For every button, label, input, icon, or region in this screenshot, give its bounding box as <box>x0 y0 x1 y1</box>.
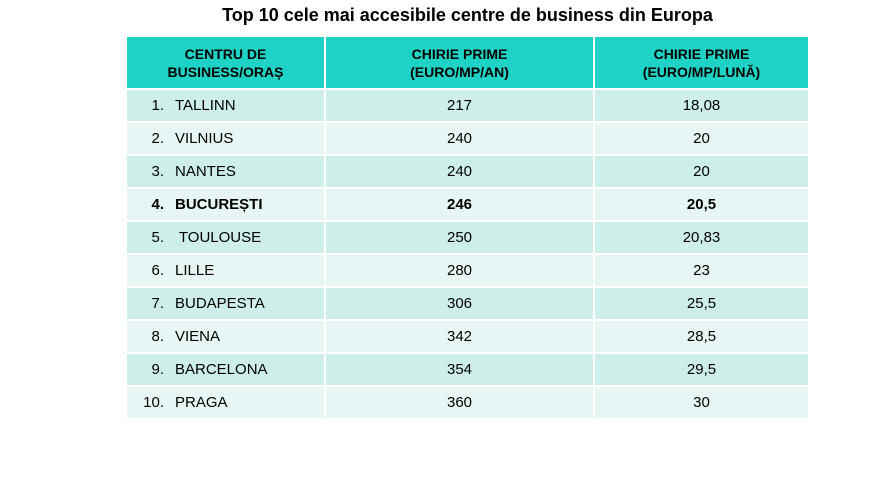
city-cell: 2. VILNIUS <box>125 121 326 156</box>
rank-number: 3. <box>151 163 164 180</box>
annual-rent-cell: 217 <box>324 88 595 123</box>
table-row: 6. LILLE 280 23 <box>125 253 810 288</box>
rank-number: 10. <box>143 394 164 411</box>
monthly-rent-cell: 20 <box>593 121 810 156</box>
header-monthly-rent: CHIRIE PRIME (EURO/MP/LUNĂ) <box>593 35 810 90</box>
annual-rent-cell: 250 <box>324 220 595 255</box>
city-name: PRAGA <box>175 394 228 411</box>
rank-number: 2. <box>151 130 164 147</box>
rank-number: 5. <box>151 229 164 246</box>
city-cell: 1. TALLINN <box>125 88 326 123</box>
table-row: 8. VIENA 342 28,5 <box>125 319 810 354</box>
table-row: 3. NANTES 240 20 <box>125 154 810 189</box>
rank-number: 7. <box>151 295 164 312</box>
city-name: BUDAPESTA <box>175 295 265 312</box>
city-cell: 5. TOULOUSE <box>125 220 326 255</box>
annual-rent-cell: 280 <box>324 253 595 288</box>
monthly-rent-cell: 20 <box>593 154 810 189</box>
city-cell: 9. BARCELONA <box>125 352 326 387</box>
table-row: 2. VILNIUS 240 20 <box>125 121 810 156</box>
monthly-rent-cell: 20,83 <box>593 220 810 255</box>
city-name: TALLINN <box>175 97 236 114</box>
rank-number: 9. <box>151 361 164 378</box>
annual-rent-cell: 306 <box>324 286 595 321</box>
table-row: 10. PRAGA 360 30 <box>125 385 810 420</box>
city-name: NANTES <box>175 163 236 180</box>
monthly-rent-cell: 18,08 <box>593 88 810 123</box>
city-name: TOULOUSE <box>175 229 262 246</box>
annual-rent-cell: 240 <box>324 121 595 156</box>
annual-rent-cell: 342 <box>324 319 595 354</box>
city-name: LILLE <box>175 262 215 279</box>
city-cell: 7. BUDAPESTA <box>125 286 326 321</box>
rank-number: 6. <box>151 262 164 279</box>
monthly-rent-cell: 20,5 <box>593 187 810 222</box>
annual-rent-cell: 354 <box>324 352 595 387</box>
monthly-rent-cell: 28,5 <box>593 319 810 354</box>
header-annual-rent: CHIRIE PRIME (EURO/MP/AN) <box>324 35 595 90</box>
city-cell: 6. LILLE <box>125 253 326 288</box>
table-row: 1. TALLINN 217 18,08 <box>125 88 810 123</box>
monthly-rent-cell: 23 <box>593 253 810 288</box>
table-row: 9. BARCELONA 354 29,5 <box>125 352 810 387</box>
city-name: BARCELONA <box>175 361 268 378</box>
city-cell: 4. BUCUREȘTI <box>125 187 326 222</box>
city-name: BUCUREȘTI <box>175 196 263 213</box>
header-city: CENTRU DE BUSINESS/ORAȘ <box>125 35 326 90</box>
city-name: VIENA <box>175 328 221 345</box>
rank-number: 8. <box>151 328 164 345</box>
city-cell: 8. VIENA <box>125 319 326 354</box>
annual-rent-cell: 240 <box>324 154 595 189</box>
rank-number: 1. <box>151 97 164 114</box>
annual-rent-cell: 246 <box>324 187 595 222</box>
table-row: 4. BUCUREȘTI 246 20,5 <box>125 187 810 222</box>
city-cell: 3. NANTES <box>125 154 326 189</box>
monthly-rent-cell: 29,5 <box>593 352 810 387</box>
table-row: 7. BUDAPESTA 306 25,5 <box>125 286 810 321</box>
monthly-rent-cell: 25,5 <box>593 286 810 321</box>
annual-rent-cell: 360 <box>324 385 595 420</box>
header-row: CENTRU DE BUSINESS/ORAȘ CHIRIE PRIME (EURO… <box>125 35 810 90</box>
city-name: VILNIUS <box>175 130 234 147</box>
table-row: 5. TOULOUSE 250 20,83 <box>125 220 810 255</box>
monthly-rent-cell: 30 <box>593 385 810 420</box>
city-cell: 10. PRAGA <box>125 385 326 420</box>
table-title: Top 10 cele mai accesibile centre de bus… <box>222 5 713 25</box>
rent-table: CENTRU DE BUSINESS/ORAȘ CHIRIE PRIME (EURO… <box>125 35 810 420</box>
rank-number: 4. <box>151 196 164 213</box>
